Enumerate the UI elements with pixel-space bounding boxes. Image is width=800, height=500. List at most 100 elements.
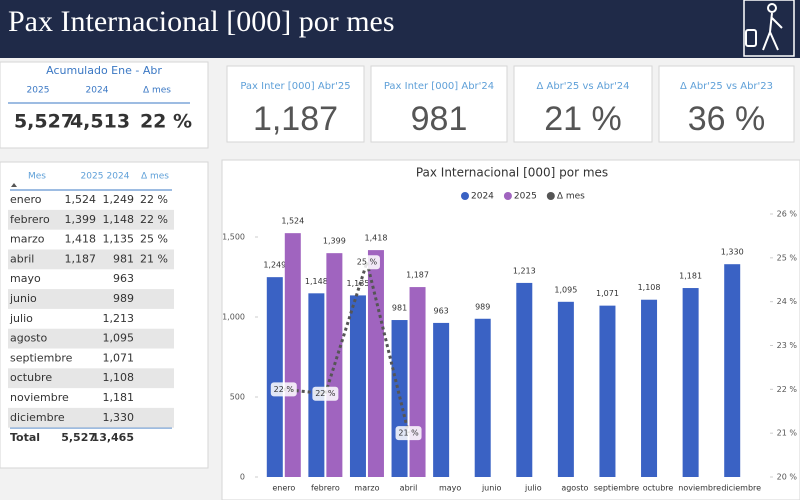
table-cell: 1,399 (65, 213, 97, 226)
table-total: Total (10, 431, 40, 444)
legend-label: Δ mes (557, 192, 585, 202)
x-tick-label: diciembre (721, 484, 761, 493)
bar (308, 293, 325, 477)
kpi-label: Δ Abr'25 vs Abr'24 (536, 81, 629, 92)
x-tick-label: octubre (643, 484, 674, 493)
table-cell: 963 (113, 272, 134, 285)
table-cell: 1,148 (103, 213, 135, 226)
x-tick-label: mayo (439, 484, 461, 493)
traveler-icon (743, 0, 795, 57)
kpi-value: 1,187 (253, 100, 338, 138)
line-label-box (395, 426, 422, 441)
row-band (8, 368, 174, 389)
table-cell: agosto (10, 332, 47, 345)
x-tick-label: enero (272, 484, 295, 493)
row-band (8, 289, 174, 309)
table-cell: 1,418 (65, 233, 97, 246)
y-tick-label: 500 (230, 393, 245, 402)
bar-label: 1,135 (347, 279, 370, 288)
summary-column: 2024 (86, 86, 109, 96)
table-cell: julio (9, 312, 33, 325)
bar (326, 253, 343, 477)
y-tick-label: 0 (240, 473, 245, 482)
table-header: 2024 (107, 172, 130, 182)
x-tick-label: marzo (354, 484, 379, 493)
x-tick-label: agosto (561, 484, 588, 493)
kpi-value: 21 % (544, 100, 622, 138)
row-band (8, 407, 174, 428)
table-cell: mayo (10, 272, 41, 285)
table-total: 13,465 (92, 431, 134, 444)
bar (433, 322, 450, 477)
table-cell: 981 (113, 252, 134, 265)
bar-label: 1,524 (281, 217, 304, 226)
table-cell: 1,135 (103, 233, 135, 246)
bar-label: 1,399 (323, 237, 346, 246)
table-total: 5,527 (61, 431, 96, 444)
bar (367, 250, 384, 477)
y-tick-label: 1,500 (222, 233, 245, 242)
table-cell: febrero (10, 213, 50, 226)
x-tick-label: febrero (311, 484, 340, 493)
table-cell: 22 % (140, 193, 168, 206)
bar (641, 299, 658, 477)
legend-swatch (461, 192, 469, 200)
bar (516, 282, 533, 477)
table-cell: 1,095 (103, 332, 135, 345)
summary-value: 5,527 (14, 111, 74, 133)
table-cell: noviembre (10, 391, 69, 404)
y2-tick-label: 20 % (777, 473, 798, 482)
kpi-value: 981 (411, 100, 468, 138)
line-label: 21 % (398, 429, 419, 438)
table-cell: enero (10, 193, 42, 206)
table-header: Mes (28, 172, 46, 182)
table-cell: 22 % (140, 213, 168, 226)
legend-label: 2025 (514, 192, 537, 202)
bar-label: 1,330 (721, 248, 744, 257)
x-tick-label: junio (481, 484, 502, 493)
bar-label: 1,213 (513, 266, 536, 275)
legend-label: 2024 (471, 192, 494, 202)
y2-tick-label: 23 % (777, 341, 798, 350)
table-header: 2025 (81, 172, 104, 182)
table-cell: 1,249 (103, 193, 135, 206)
bar (349, 295, 366, 477)
table-cell: 1,071 (103, 351, 135, 364)
row-band (8, 209, 174, 230)
chart-title: Pax Internacional [000] por mes (416, 166, 608, 180)
kpi-label: Δ Abr'25 vs Abr'23 (680, 81, 773, 92)
y2-tick-label: 25 % (777, 253, 798, 262)
legend-swatch (546, 192, 555, 200)
bar-label: 989 (475, 302, 490, 311)
table-cell: 1,330 (103, 411, 135, 424)
table-cell: 1,187 (65, 252, 97, 265)
table-cell: 21 % (140, 252, 168, 265)
bar-label: 1,187 (406, 271, 429, 280)
table-header: Δ mes (141, 172, 169, 182)
line-label-box (353, 255, 380, 270)
kpi-label: Pax Inter [000] Abr'24 (384, 81, 494, 92)
bar-label: 1,095 (554, 285, 577, 294)
bar-label: 981 (392, 304, 407, 313)
bar (557, 301, 574, 477)
x-tick-label: abril (400, 484, 418, 493)
kpi-card (658, 65, 795, 143)
line-label: 25 % (357, 258, 378, 267)
table-cell: junio (9, 292, 37, 305)
bar (724, 264, 741, 477)
bar-label: 963 (433, 306, 448, 315)
bar (599, 305, 616, 477)
summary-column: Δ mes (143, 86, 171, 96)
kpi-label: Pax Inter [000] Abr'25 (240, 81, 350, 92)
header-title: Pax Internacional [000] por mes (8, 5, 395, 38)
table-cell: 1,213 (103, 312, 135, 325)
summary-title: Acumulado Ene - Abr (46, 64, 162, 77)
kpi-card (370, 65, 508, 143)
header-bar (0, 0, 800, 58)
summary-column: 2025 (27, 86, 50, 96)
table-cell: marzo (10, 233, 45, 246)
bar (474, 318, 491, 477)
line-label-box (312, 386, 339, 401)
